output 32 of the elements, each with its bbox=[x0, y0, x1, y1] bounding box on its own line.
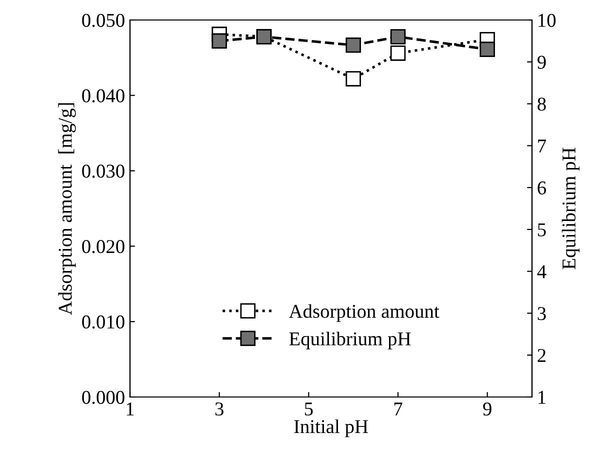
y2-tick-label: 8 bbox=[538, 98, 546, 111]
legend-label: Adsorption amount bbox=[288, 304, 440, 322]
point bbox=[480, 42, 495, 57]
point bbox=[346, 71, 361, 86]
y2-tick-label: 5 bbox=[538, 223, 546, 236]
y2-tick-label: 9 bbox=[537, 56, 546, 69]
y2-tick-label: 6 bbox=[538, 181, 546, 194]
x-tick-label: 9 bbox=[483, 402, 492, 416]
y-tick-label: 0.000 bbox=[82, 390, 124, 404]
y2-tick-label: 2 bbox=[538, 348, 546, 362]
y-tick-label: 0.030 bbox=[82, 164, 124, 178]
y-tick-label: 0.010 bbox=[82, 315, 124, 329]
point bbox=[346, 37, 361, 53]
x-tick-label: 7 bbox=[394, 402, 402, 416]
y2-tick-label: 4 bbox=[537, 265, 546, 278]
y2-tick-label: 7 bbox=[538, 140, 546, 152]
y-tick-label: 0.050 bbox=[82, 14, 124, 28]
x-tick-label: 3 bbox=[215, 402, 224, 416]
x-axis-title: Initial pH bbox=[294, 419, 368, 438]
y-axis-title: Adsorption amount [mg/g] bbox=[58, 103, 76, 315]
y2-tick-label: 1 bbox=[538, 390, 546, 404]
point bbox=[390, 46, 406, 61]
x-tick-label: 5 bbox=[304, 402, 313, 416]
y-tick-label: 0.040 bbox=[82, 89, 124, 102]
legend-label: Equilibrium pH bbox=[289, 332, 411, 350]
point bbox=[212, 33, 227, 49]
y2-tick-label: 10 bbox=[538, 14, 556, 27]
y-tick-label: 0.020 bbox=[82, 240, 124, 254]
point bbox=[390, 29, 406, 44]
y2-axis-title: Equilibrium pH bbox=[562, 148, 580, 270]
y2-tick-label: 3 bbox=[538, 307, 546, 320]
x-tick-label: 1 bbox=[126, 402, 134, 416]
